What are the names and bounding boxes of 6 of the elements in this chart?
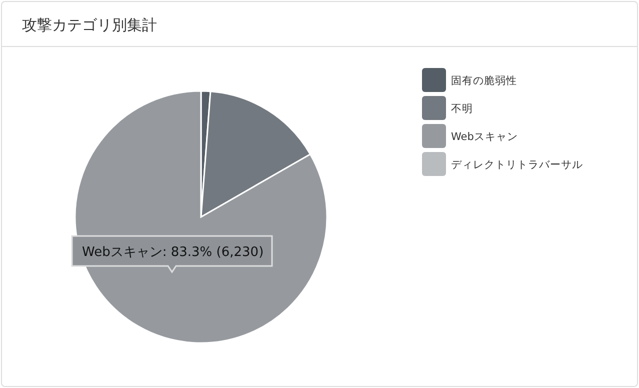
legend-label: 不明 <box>451 103 473 115</box>
tooltip: Webスキャン: 83.3% (6,230) <box>71 235 273 274</box>
chart-title: 攻撃カテゴリ別集計 <box>2 2 637 47</box>
legend-label: 固有の脆弱性 <box>451 75 517 87</box>
legend-label: ディレクトリトラバーサル <box>451 159 583 171</box>
legend-label: Webスキャン <box>451 131 518 143</box>
